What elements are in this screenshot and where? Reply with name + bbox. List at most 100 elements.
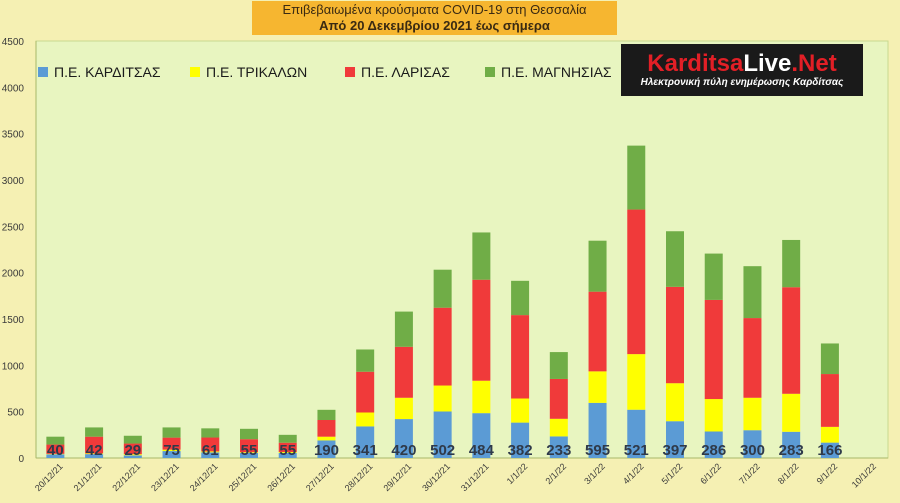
bar-segment-4 xyxy=(278,434,297,443)
bar-segment-3 xyxy=(317,420,336,437)
bar-segment-2 xyxy=(743,397,762,431)
data-label: 233 xyxy=(546,442,571,459)
y-tick-label: 2000 xyxy=(2,269,25,280)
bar-segment-3 xyxy=(201,437,220,452)
bar-segment-2 xyxy=(666,383,684,422)
x-tick-label: 9/1/22 xyxy=(815,461,840,486)
bar-segment-2 xyxy=(317,436,336,441)
y-tick-label: 0 xyxy=(18,454,24,465)
x-tick-label: 23/12/21 xyxy=(149,461,181,493)
bar-segment-4 xyxy=(162,427,181,438)
bar-segment-1 xyxy=(549,436,568,458)
bar-segment-3 xyxy=(85,436,104,454)
logo-brand-part2: Live xyxy=(743,50,792,77)
bar-segment-2 xyxy=(511,398,530,423)
data-label: 190 xyxy=(314,442,339,459)
data-label: 55 xyxy=(279,442,296,459)
logo-brand-part3: .Net xyxy=(791,50,837,77)
bar-segment-1 xyxy=(782,431,801,458)
bar-segment-4 xyxy=(511,280,530,316)
bar-segment-1 xyxy=(240,452,258,458)
y-tick-label: 1000 xyxy=(2,361,25,372)
bar-segment-4 xyxy=(201,428,220,438)
chart-title: Επιβεβαιωμένα κρούσματα COVID-19 στη Θεσ… xyxy=(282,2,587,17)
data-label: 42 xyxy=(86,442,103,459)
data-label: 382 xyxy=(508,442,533,459)
x-tick-label: 1/1/22 xyxy=(505,461,530,486)
bar-segment-1 xyxy=(588,402,607,458)
bar-segment-2 xyxy=(588,371,607,403)
data-label: 283 xyxy=(779,442,804,459)
bar-segment-2 xyxy=(240,452,258,453)
bar-segment-4 xyxy=(394,311,413,347)
legend-label-1: Π.Ε. ΚΑΡΔΙΤΣΑΣ xyxy=(54,64,161,80)
logo-brand: KarditsaLive.Net xyxy=(621,50,863,78)
x-tick-label: 8/1/22 xyxy=(776,461,801,486)
x-tick-label: 5/1/22 xyxy=(660,461,685,486)
y-tick-label: 4000 xyxy=(2,83,25,94)
bar-segment-1 xyxy=(201,452,220,458)
x-tick-label: 7/1/22 xyxy=(737,461,762,486)
data-label: 502 xyxy=(430,442,455,459)
data-label: 166 xyxy=(817,442,842,459)
bar-segment-4 xyxy=(472,232,491,280)
bar-segment-4 xyxy=(123,435,142,444)
x-tick-label: 2/1/22 xyxy=(543,461,568,486)
bar-segment-4 xyxy=(317,409,336,421)
bar-segment-4 xyxy=(782,239,801,288)
x-tick-label: 3/1/22 xyxy=(582,461,607,486)
bar-segment-1 xyxy=(704,431,723,458)
legend-swatch-2 xyxy=(190,67,200,77)
karditsalive-logo: KarditsaLive.Net Ηλεκτρονική πύλη ενημέρ… xyxy=(621,44,863,96)
bar-segment-2 xyxy=(704,399,723,432)
logo-brand-part1: Karditsa xyxy=(647,50,744,77)
bar-segment-3 xyxy=(820,374,839,427)
x-tick-label: 27/12/21 xyxy=(304,461,336,493)
bar-segment-3 xyxy=(472,279,491,381)
x-tick-label: 4/1/22 xyxy=(621,461,646,486)
bar-segment-2 xyxy=(472,380,491,414)
data-label: 484 xyxy=(469,442,495,459)
bar-segment-2 xyxy=(549,418,568,437)
data-label: 286 xyxy=(701,442,726,459)
bar-segment-3 xyxy=(743,318,762,398)
bar-segment-2 xyxy=(85,453,104,455)
bar-segment-1 xyxy=(472,413,491,458)
bar-segment-4 xyxy=(820,343,839,375)
x-tick-label: 21/12/21 xyxy=(72,461,104,493)
bar-segment-2 xyxy=(356,412,375,427)
bar-segment-3 xyxy=(549,378,568,419)
legend-label-2: Π.Ε. ΤΡΙΚΑΛΩΝ xyxy=(206,64,307,80)
bar-segment-1 xyxy=(433,411,452,458)
bar-segment-4 xyxy=(549,352,568,379)
data-label: 397 xyxy=(662,442,687,459)
bar-segment-4 xyxy=(356,349,375,372)
data-label: 40 xyxy=(47,442,64,459)
x-tick-label: 29/12/21 xyxy=(381,461,413,493)
logo-tagline: Ηλεκτρονική πύλη ενημέρωσης Καρδίτσας xyxy=(640,77,844,88)
bar-segment-1 xyxy=(666,421,684,458)
data-label: 55 xyxy=(241,442,258,459)
bar-segment-4 xyxy=(46,436,65,445)
x-tick-label: 28/12/21 xyxy=(343,461,375,493)
bar-segment-3 xyxy=(123,443,142,455)
y-tick-label: 4500 xyxy=(2,37,25,48)
bar-segment-3 xyxy=(627,209,646,355)
x-tick-label: 24/12/21 xyxy=(188,461,220,493)
x-tick-label: 26/12/21 xyxy=(265,461,297,493)
bar-segment-1 xyxy=(820,442,839,458)
y-tick-label: 500 xyxy=(7,408,24,419)
bar-segment-3 xyxy=(356,371,375,413)
bar-segment-3 xyxy=(394,346,413,398)
x-tick-label: 22/12/21 xyxy=(110,461,142,493)
legend-swatch-1 xyxy=(38,67,48,77)
x-tick-label: 20/12/21 xyxy=(33,461,65,493)
data-label: 300 xyxy=(740,442,765,459)
bar-segment-3 xyxy=(162,437,181,450)
data-label: 521 xyxy=(624,442,649,459)
bar-segment-3 xyxy=(782,287,801,394)
legend-swatch-4 xyxy=(485,67,495,77)
x-tick-label: 31/12/21 xyxy=(459,461,491,493)
bar-segment-4 xyxy=(743,266,762,319)
